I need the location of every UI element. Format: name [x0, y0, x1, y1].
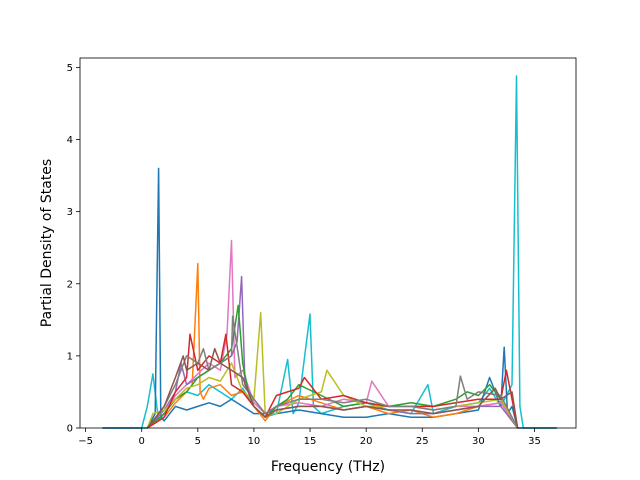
x-tick-label: 20: [360, 436, 373, 447]
y-tick-label: 1: [67, 351, 73, 362]
y-tick-label: 3: [67, 207, 73, 218]
series-line-3: [146, 262, 519, 429]
x-tick-label: 0: [139, 436, 145, 447]
y-tick-label: 0: [67, 424, 73, 435]
x-tick-label: 15: [304, 436, 317, 447]
x-tick-label: 10: [248, 436, 261, 447]
x-tick-label: −5: [78, 436, 93, 447]
y-tick-label: 5: [67, 63, 73, 74]
x-tick-label: 5: [195, 436, 201, 447]
series-line-6: [146, 304, 519, 429]
x-tick-label: 35: [528, 436, 541, 447]
x-axis-title: Frequency (THz): [271, 459, 385, 475]
series-layer: [102, 75, 557, 429]
series-line-8: [146, 333, 519, 429]
x-axis-ticks: −5 0 5 10 15 20 25 30 35: [78, 428, 541, 447]
plot-frame: [79, 57, 577, 429]
x-tick-label: 30: [472, 436, 485, 447]
y-axis-title: Partial Density of States: [39, 159, 55, 327]
y-tick-label: 2: [67, 279, 73, 290]
series-line-10: [146, 347, 519, 429]
series-line-9: [146, 315, 519, 429]
y-axis-ticks: 0 1 2 3 4 5: [67, 63, 80, 435]
x-tick-label: 25: [416, 436, 429, 447]
y-tick-label: 4: [67, 135, 73, 146]
